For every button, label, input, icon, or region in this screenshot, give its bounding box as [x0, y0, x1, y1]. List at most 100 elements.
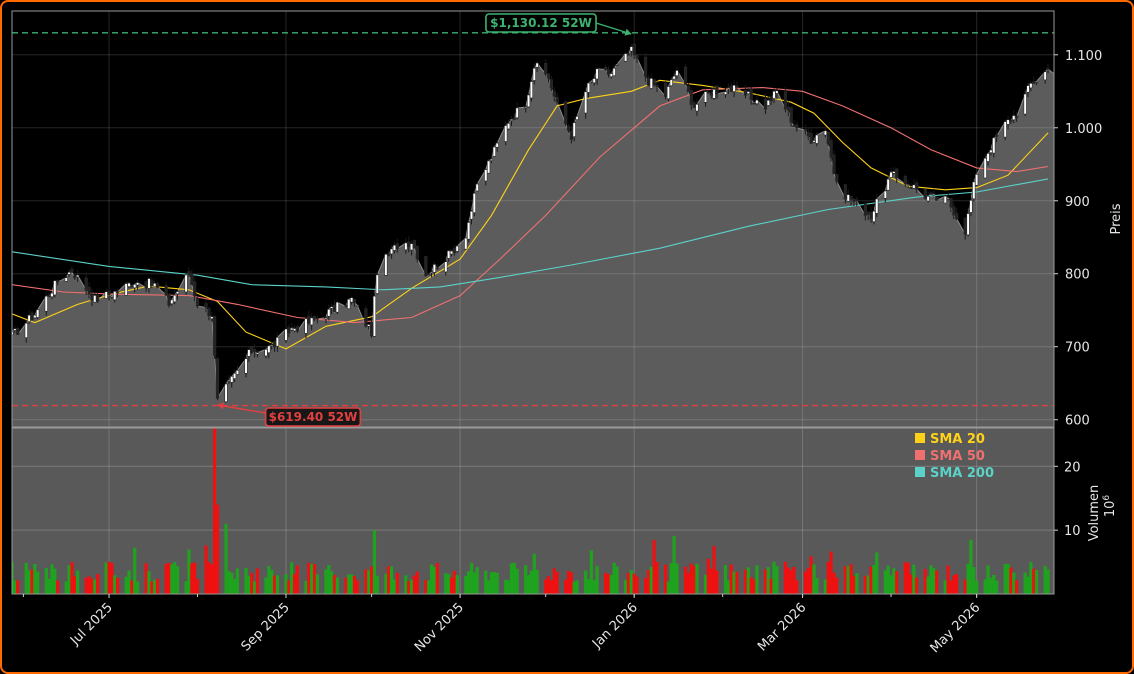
candle-body	[16, 328, 20, 335]
candle-body	[966, 213, 970, 236]
candle-body	[170, 299, 174, 305]
candle-body	[93, 295, 97, 303]
candle-body	[635, 53, 639, 59]
candle-body	[412, 240, 417, 249]
volume-bar	[33, 564, 37, 594]
candle-body	[424, 256, 428, 277]
volume-bar	[275, 575, 280, 594]
candle-body	[589, 80, 593, 83]
volume-bar	[935, 570, 939, 594]
volume-bar	[173, 562, 177, 594]
candle-body	[24, 322, 28, 338]
candle-body	[133, 284, 137, 289]
volume-bar	[823, 579, 827, 594]
candle-body	[153, 283, 157, 287]
volume-bar	[666, 581, 671, 594]
volume-bar	[452, 571, 456, 594]
volume-bar	[287, 580, 291, 594]
candle-body	[729, 85, 733, 92]
volume-bar	[786, 567, 790, 594]
volume-bar	[352, 576, 357, 594]
volume-bar	[929, 565, 933, 594]
volume-bar	[429, 564, 434, 594]
volume-bar	[73, 576, 77, 594]
volume-bar	[13, 580, 17, 594]
candle-body	[535, 62, 539, 68]
candle-body	[127, 282, 131, 287]
volume-bar	[1012, 572, 1016, 594]
volume-bar	[370, 566, 374, 594]
volume-bar	[624, 579, 628, 594]
volume-bar	[16, 580, 20, 594]
volume-bar	[330, 571, 334, 594]
candle-body	[789, 107, 793, 123]
volume-bar	[903, 562, 907, 594]
candle-body	[115, 291, 120, 293]
candle-body	[775, 90, 779, 94]
candle-body	[90, 293, 94, 301]
volume-bar	[295, 565, 299, 594]
volume-bar	[795, 580, 799, 594]
price-tick-label: 1.000	[1065, 122, 1102, 137]
volume-bar	[447, 574, 451, 594]
candle-body	[715, 85, 719, 95]
volume-bar	[926, 576, 930, 594]
candle-body	[409, 243, 414, 251]
candle-body	[375, 274, 379, 294]
candle-body	[355, 305, 359, 307]
volume-bar	[167, 562, 171, 594]
volume-bar	[47, 578, 51, 594]
date-tick-label: Jan 2026	[589, 600, 641, 652]
candle-body	[233, 373, 237, 379]
volume-bar	[412, 575, 417, 594]
volume-bar	[30, 569, 34, 594]
candle-body	[195, 298, 200, 307]
candle-body	[549, 79, 554, 89]
candle-body	[903, 175, 907, 185]
volume-bar	[715, 570, 719, 594]
volume-bar	[415, 571, 419, 594]
candle-body	[1026, 85, 1030, 93]
volume-bar	[712, 546, 716, 594]
volume-bar	[883, 570, 887, 594]
volume-bar	[526, 575, 531, 594]
volume-bar	[193, 562, 197, 594]
volume-bar	[195, 579, 200, 594]
volume-bar	[506, 580, 511, 594]
volume-bar	[552, 568, 556, 594]
volume-bar	[133, 547, 137, 594]
volume-bar	[855, 573, 859, 594]
volume-bar	[104, 562, 108, 594]
date-tick-label: Nov 2025	[412, 600, 467, 655]
volume-bar	[549, 580, 554, 594]
volume-bar	[703, 574, 708, 594]
candle-body	[692, 102, 696, 109]
candle-body	[1003, 121, 1007, 138]
volume-bar	[606, 574, 611, 594]
candle-body	[772, 90, 776, 99]
candle-body	[592, 78, 596, 84]
candle-body	[47, 295, 51, 298]
candle-body	[327, 309, 331, 317]
volume-bar	[572, 581, 576, 594]
candle-body	[723, 91, 728, 95]
candle-body	[247, 349, 251, 357]
candle-body	[712, 89, 716, 99]
volume-bar	[635, 576, 639, 594]
candle-body	[604, 66, 608, 70]
candle-body	[629, 46, 633, 52]
volume-bar	[932, 568, 936, 594]
candle-body	[210, 316, 214, 320]
volume-bar	[292, 574, 297, 594]
candle-body	[809, 133, 813, 144]
volume-bar	[113, 575, 117, 594]
volume-bar	[207, 561, 211, 594]
candle-body	[709, 93, 713, 96]
candle-body	[883, 190, 887, 199]
candle-body	[849, 196, 853, 201]
candle-body	[27, 314, 31, 322]
volume-bar	[384, 573, 388, 594]
candle-body	[889, 171, 893, 178]
price-tick-label: 700	[1065, 341, 1090, 356]
candle-body	[732, 84, 736, 92]
